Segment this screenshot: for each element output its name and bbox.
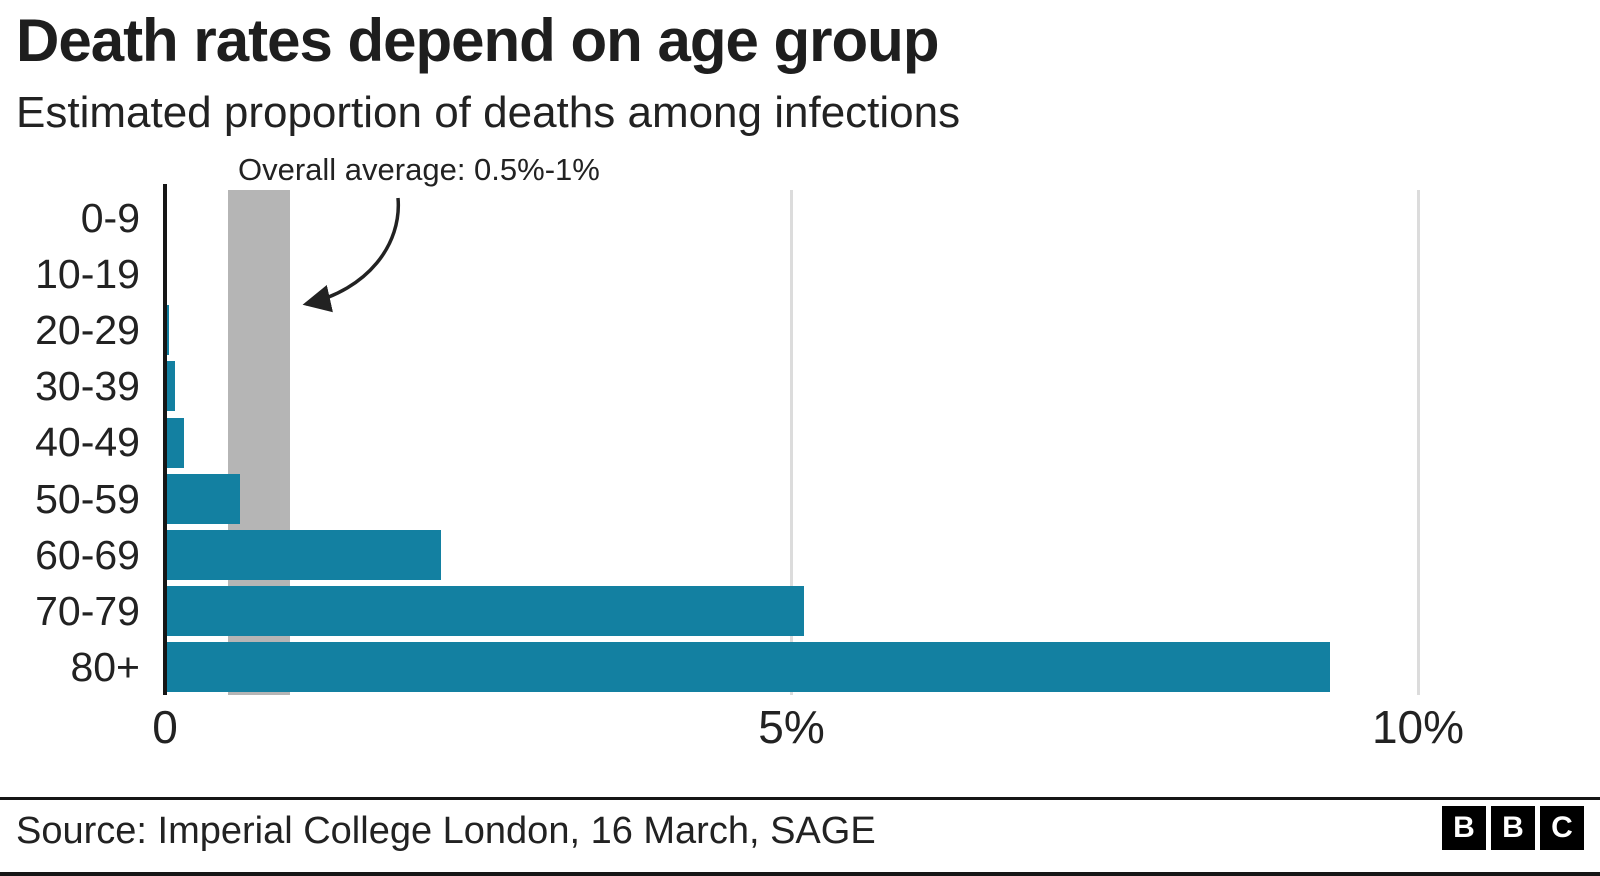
- bar-50-59: [165, 473, 241, 524]
- y-axis-labels: 0-9 10-19 20-29 30-39 40-49 50-59 60-69 70-79 80…: [0, 190, 140, 695]
- bbc-logo-letter: B: [1442, 806, 1486, 850]
- y-axis-label: 0-9: [80, 195, 140, 241]
- bbc-logo-letter: C: [1540, 806, 1584, 850]
- bottom-border: [0, 872, 1600, 876]
- y-axis-label: 70-79: [35, 587, 140, 634]
- y-axis-label: 60-69: [35, 531, 140, 578]
- y-axis-label: 40-49: [35, 419, 140, 466]
- footer-divider: [0, 797, 1600, 800]
- bar-80+: [165, 641, 1331, 692]
- bar-70-79: [165, 585, 805, 636]
- y-axis-label: 80+: [70, 643, 140, 690]
- x-axis-label: 10%: [1371, 701, 1465, 753]
- bar-40-49: [165, 417, 184, 468]
- chart-title: Death rates depend on age group: [16, 7, 939, 74]
- x-axis-label: 5%: [758, 701, 825, 753]
- source-text: Source: Imperial College London, 16 Marc…: [16, 810, 876, 852]
- chart-subtitle: Estimated proportion of deaths among inf…: [16, 88, 961, 137]
- bbc-logo: B B C: [1442, 806, 1584, 850]
- gridline: [1416, 190, 1420, 695]
- bbc-logo-letter: B: [1491, 806, 1535, 850]
- x-axis-label: 0: [152, 701, 178, 753]
- y-axis-label: 20-29: [35, 307, 140, 354]
- y-axis-label: 30-39: [35, 363, 140, 410]
- x-axis-ticks: 0 5% 10%: [0, 700, 1600, 760]
- bar-30-39: [165, 361, 176, 412]
- y-axis-label: 10-19: [35, 251, 140, 298]
- band-annotation-label: Overall average: 0.5%-1%: [238, 152, 600, 187]
- bar-60-69: [165, 529, 441, 580]
- gridline: [790, 190, 793, 695]
- plot-area: [163, 184, 1485, 695]
- y-axis-line: [163, 184, 167, 695]
- y-axis-label: 50-59: [35, 475, 140, 522]
